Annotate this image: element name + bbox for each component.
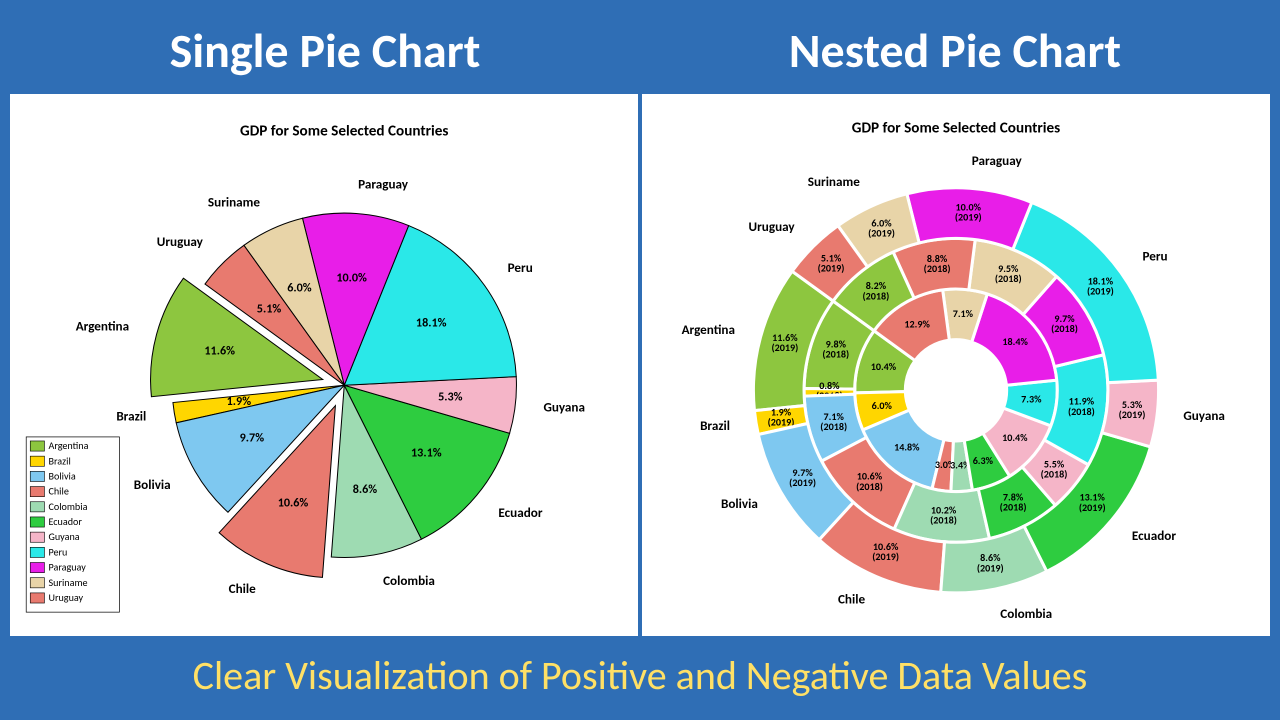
header-title-right: Nested Pie Chart <box>640 21 1270 80</box>
legend-swatch-peru <box>30 547 44 557</box>
svg-text:7.8%(2018): 7.8%(2018) <box>1000 491 1027 514</box>
svg-text:GDP for Some Selected Countrie: GDP for Some Selected Countries <box>240 123 448 141</box>
svg-text:Brazil: Brazil <box>116 407 146 424</box>
svg-text:13.1%(2019): 13.1%(2019) <box>1079 491 1106 514</box>
legend-swatch-paraguay <box>30 563 44 573</box>
svg-text:10.0%: 10.0% <box>336 271 367 286</box>
nested-pie-panel: GDP for Some Selected Countries 10.4% 6.0%… <box>642 94 1270 636</box>
legend-label-suriname: Suriname <box>48 576 87 589</box>
svg-text:18.1%(2019): 18.1%(2019) <box>1087 275 1114 298</box>
svg-text:9.7%(2018): 9.7%(2018) <box>1051 312 1078 335</box>
svg-text:7.1%(2018): 7.1%(2018) <box>820 410 847 433</box>
svg-text:Suriname: Suriname <box>808 173 860 190</box>
legend-label-chile: Chile <box>48 485 68 498</box>
svg-text:Paraguay: Paraguay <box>358 175 409 192</box>
footer-bar: Clear Visualization of Positive and Nega… <box>10 640 1270 710</box>
svg-text:Chile: Chile <box>229 580 256 597</box>
chart-comparison-frame: Single Pie Chart Nested Pie Chart GDP fo… <box>0 0 1280 720</box>
header-title-left: Single Pie Chart <box>10 21 640 80</box>
legend-label-guyana: Guyana <box>48 530 79 543</box>
svg-text:Peru: Peru <box>508 259 533 276</box>
svg-text:Uruguay: Uruguay <box>749 218 796 235</box>
legend-label-uruguay: Uruguay <box>48 591 83 604</box>
svg-text:13.1%: 13.1% <box>411 446 442 461</box>
legend-swatch-guyana <box>30 532 44 542</box>
svg-text:12.9%: 12.9% <box>904 318 930 331</box>
svg-text:10.2%(2018): 10.2%(2018) <box>930 504 957 527</box>
svg-text:8.2%(2018): 8.2%(2018) <box>863 280 890 303</box>
legend-swatch-brazil <box>30 456 44 466</box>
svg-text:7.3%: 7.3% <box>1021 393 1042 406</box>
svg-text:10.6%: 10.6% <box>278 496 309 511</box>
svg-text:Bolivia: Bolivia <box>721 495 758 512</box>
svg-text:Bolivia: Bolivia <box>134 476 171 493</box>
legend-swatch-ecuador <box>30 517 44 527</box>
svg-text:9.7%: 9.7% <box>240 431 265 446</box>
svg-text:11.6%: 11.6% <box>204 344 235 359</box>
svg-text:6.0%: 6.0% <box>287 280 312 295</box>
svg-text:9.7%(2019): 9.7%(2019) <box>789 467 816 490</box>
svg-text:Suriname: Suriname <box>208 193 260 210</box>
legend-label-colombia: Colombia <box>48 500 87 513</box>
svg-text:6.3%: 6.3% <box>973 454 994 467</box>
svg-text:10.4%: 10.4% <box>871 360 897 373</box>
svg-text:Paraguay: Paraguay <box>972 152 1023 169</box>
svg-text:Chile: Chile <box>838 591 865 608</box>
svg-text:5.1%(2019): 5.1%(2019) <box>818 252 845 275</box>
legend-swatch-suriname <box>30 578 44 588</box>
svg-text:7.1%: 7.1% <box>953 307 974 320</box>
svg-text:Ecuador: Ecuador <box>1132 527 1176 544</box>
svg-text:Colombia: Colombia <box>1000 605 1052 622</box>
nested-pie-chart: GDP for Some Selected Countries 10.4% 6.0%… <box>642 94 1270 636</box>
svg-text:Guyana: Guyana <box>1183 407 1225 424</box>
legend-label-paraguay: Paraguay <box>48 561 86 574</box>
svg-text:5.3%: 5.3% <box>438 390 463 405</box>
svg-text:Peru: Peru <box>1142 248 1167 265</box>
legend-label-argentina: Argentina <box>48 439 88 452</box>
svg-text:5.5%(2018): 5.5%(2018) <box>1041 458 1068 481</box>
legend-label-brazil: Brazil <box>48 454 70 467</box>
svg-text:8.8%(2018): 8.8%(2018) <box>924 253 951 276</box>
svg-text:1.9%(2019): 1.9%(2019) <box>768 406 795 429</box>
legend-label-bolivia: Bolivia <box>48 469 75 482</box>
svg-text:14.8%: 14.8% <box>894 441 920 454</box>
legend-swatch-chile <box>30 487 44 497</box>
svg-text:10.0%(2019): 10.0%(2019) <box>955 201 982 224</box>
legend-swatch-bolivia <box>30 471 44 481</box>
header-bar: Single Pie Chart Nested Pie Chart <box>10 10 1270 90</box>
svg-text:11.6%(2019): 11.6%(2019) <box>771 331 798 354</box>
svg-text:8.6%(2019): 8.6%(2019) <box>977 552 1004 575</box>
svg-text:5.1%: 5.1% <box>257 301 282 316</box>
footer-caption: Clear Visualization of Positive and Nega… <box>193 651 1088 700</box>
svg-text:5.3%(2019): 5.3%(2019) <box>1119 398 1146 421</box>
svg-text:GDP for Some Selected Countrie: GDP for Some Selected Countries <box>852 120 1060 138</box>
legend-label-peru: Peru <box>48 545 67 558</box>
single-pie-chart: GDP for Some Selected Countries 11.6% Arge… <box>10 94 638 636</box>
legend-swatch-argentina <box>30 441 44 451</box>
svg-text:8.6%: 8.6% <box>353 482 378 497</box>
svg-text:10.6%(2018): 10.6%(2018) <box>856 470 883 493</box>
svg-text:Argentina: Argentina <box>682 321 735 338</box>
svg-text:Brazil: Brazil <box>700 417 730 434</box>
svg-text:9.5%(2018): 9.5%(2018) <box>995 262 1022 285</box>
svg-text:18.4%: 18.4% <box>1002 335 1028 348</box>
svg-text:18.1%: 18.1% <box>416 315 447 330</box>
svg-text:Colombia: Colombia <box>383 572 435 589</box>
svg-text:10.6%(2019): 10.6%(2019) <box>872 540 899 563</box>
svg-text:6.0%: 6.0% <box>872 399 893 412</box>
svg-text:9.8%(2018): 9.8%(2018) <box>822 338 849 361</box>
svg-text:6.0%(2019): 6.0%(2019) <box>868 217 895 240</box>
legend-swatch-uruguay <box>30 593 44 603</box>
legend-label-ecuador: Ecuador <box>48 515 82 528</box>
content-row: GDP for Some Selected Countries 11.6% Arge… <box>10 90 1270 640</box>
svg-text:11.9%(2018): 11.9%(2018) <box>1068 395 1095 418</box>
svg-text:Ecuador: Ecuador <box>498 504 542 521</box>
svg-text:10.4%: 10.4% <box>1002 431 1028 444</box>
svg-text:Guyana: Guyana <box>543 399 585 416</box>
svg-text:Argentina: Argentina <box>76 317 129 334</box>
single-pie-panel: GDP for Some Selected Countries 11.6% Arge… <box>10 94 638 636</box>
legend-swatch-colombia <box>30 502 44 512</box>
svg-text:Uruguay: Uruguay <box>157 233 204 250</box>
